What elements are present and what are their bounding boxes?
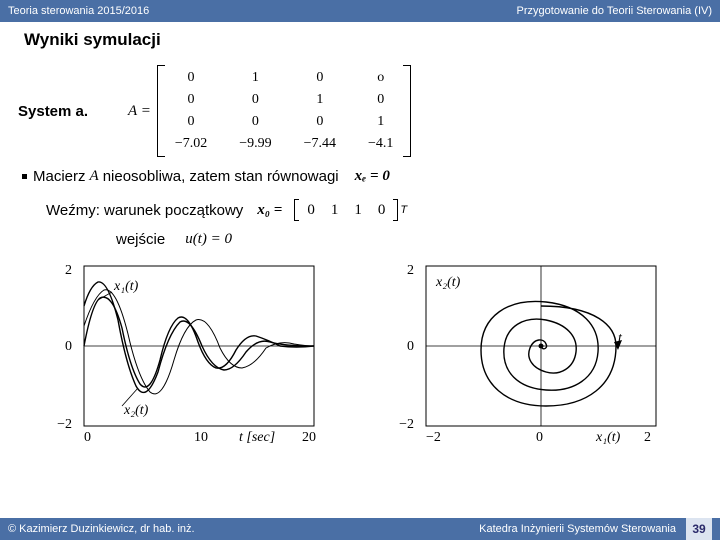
m-cell: o xyxy=(368,70,393,86)
equilibrium-eq: xₑ = 0 xyxy=(355,168,390,185)
trace-x2 xyxy=(84,282,314,393)
rv-cell: 0 xyxy=(307,202,315,219)
label-x1: x₁(t) xyxy=(113,279,139,294)
spiral-trace xyxy=(481,301,616,406)
equilibrium-dot xyxy=(539,344,544,349)
input-label: wejście xyxy=(116,231,165,248)
initial-condition-row: Weźmy: warunek początkowy x₀ = 0 1 1 0 T xyxy=(46,199,702,221)
x0-symbol: x₀ = xyxy=(257,202,282,219)
page-title: Wyniki symulacji xyxy=(24,30,702,50)
content-area: Wyniki symulacji System a. A = 010o 0010… xyxy=(0,22,720,518)
xtick: −2 xyxy=(426,430,441,445)
rv-cell: 0 xyxy=(378,202,386,219)
ytick: 0 xyxy=(65,339,72,354)
bullet-row: Macierz A nieosobliwa, zatem stan równow… xyxy=(22,168,702,185)
m-cell: 1 xyxy=(368,114,393,130)
transpose-T: T xyxy=(400,204,407,216)
header-right: Przygotowanie do Teorii Sterowania (IV) xyxy=(517,5,712,17)
rv-bracket-right xyxy=(393,199,398,221)
m-cell: 0 xyxy=(175,70,207,86)
graphs-row: 2 0 −2 0 10 20 t [sec] x₁(t) x₂(t) 2 0 −… xyxy=(18,256,702,446)
matrix-A: A = 0 1 0 o 0 0 1 0 0 0 0 1 −7.02 −9.99 −7.44 −4.1 xyxy=(128,64,411,158)
ytick: −2 xyxy=(57,417,72,432)
m-cell: 0 xyxy=(304,70,336,86)
xtick: 10 xyxy=(194,430,208,445)
bracket-right xyxy=(403,65,411,157)
ic-label: Weźmy: warunek początkowy xyxy=(46,202,243,219)
time-series-chart: 2 0 −2 0 10 20 t [sec] x₁(t) x₂(t) xyxy=(44,256,334,446)
xtick: 2 xyxy=(644,430,651,445)
footer-bar: © Kazimierz Duzinkiewicz, dr hab. inż. K… xyxy=(0,518,720,540)
bracket-left xyxy=(157,65,165,157)
m-cell: −4.1 xyxy=(368,136,393,152)
xlabel: x₁(t) xyxy=(595,430,621,445)
m-cell: 0 xyxy=(304,114,336,130)
m-cell: 0 xyxy=(368,92,393,108)
input-row: wejście u(t) = 0 xyxy=(116,231,702,248)
system-row: System a. A = 0 1 0 o 0 0 1 0 0 0 0 1 −7.02 −9.99 −… xyxy=(18,64,702,158)
m-cell: −7.44 xyxy=(304,136,336,152)
phase-portrait-chart: 2 0 −2 −2 0 2 x₁(t) x₂(t) t xyxy=(386,256,676,446)
matrix-symbol: A = xyxy=(128,103,151,120)
ytick: −2 xyxy=(399,417,414,432)
label-x2: x₂(t) xyxy=(123,403,149,418)
input-eq: u(t) = 0 xyxy=(185,231,232,248)
m-cell: −7.02 xyxy=(175,136,207,152)
xtick: 0 xyxy=(536,430,543,445)
xlabel: t [sec] xyxy=(239,430,275,445)
m-cell: 0 xyxy=(239,92,271,108)
ylabel: x₂(t) xyxy=(435,275,461,290)
bullet-symbol: A xyxy=(90,168,99,185)
footer-right-group: Katedra Inżynierii Systemów Sterowania 3… xyxy=(479,518,712,540)
xtick: 0 xyxy=(84,430,91,445)
m-cell: 0 xyxy=(239,114,271,130)
ytick: 2 xyxy=(407,263,414,278)
bullet-icon xyxy=(22,174,27,179)
rv-cell: 1 xyxy=(354,202,362,219)
rv-cells: 0 1 1 0 xyxy=(299,202,393,219)
m-cell: 1 xyxy=(304,92,336,108)
m-cell: 1 xyxy=(239,70,271,86)
bullet-text-1: Macierz xyxy=(33,168,86,185)
xtick: 20 xyxy=(302,430,316,445)
footer-right: Katedra Inżynierii Systemów Sterowania xyxy=(479,523,676,535)
system-label: System a. xyxy=(18,103,88,120)
x0-vector: 0 1 1 0 xyxy=(294,199,398,221)
header-left: Teoria sterowania 2015/2016 xyxy=(8,5,149,17)
ytick: 0 xyxy=(407,339,414,354)
trace-x1 xyxy=(84,297,314,387)
footer-left: © Kazimierz Duzinkiewicz, dr hab. inż. xyxy=(8,523,195,535)
matrix-cells: 0 1 0 o 0 0 1 0 0 0 0 1 −7.02 −9.99 −7.44 −4.1 xyxy=(165,64,404,158)
bullet-text-2: nieosobliwa, zatem stan równowagi xyxy=(103,168,339,185)
ytick: 2 xyxy=(65,263,72,278)
page-number: 39 xyxy=(686,518,712,540)
trace-x3 xyxy=(84,290,314,394)
m-cell: −9.99 xyxy=(239,136,271,152)
m-cell: 0 xyxy=(175,92,207,108)
rv-cell: 1 xyxy=(331,202,339,219)
header-bar: Teoria sterowania 2015/2016 Przygotowani… xyxy=(0,0,720,22)
m-cell: 0 xyxy=(175,114,207,130)
